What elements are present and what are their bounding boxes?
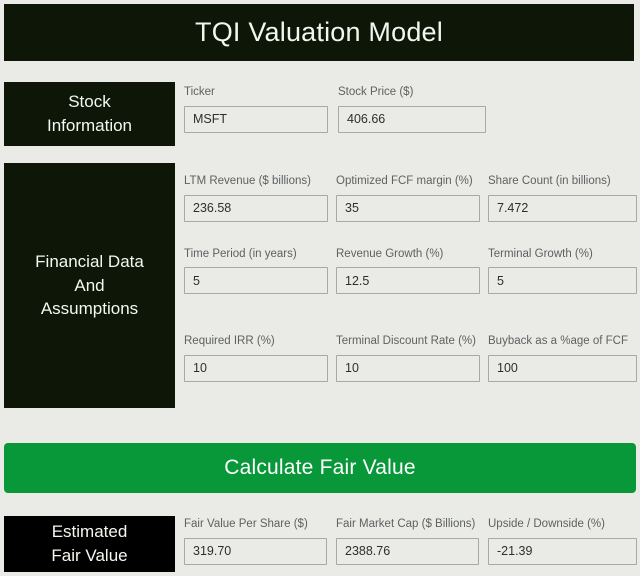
field-label-fair-value-per-share: Fair Value Per Share ($) bbox=[184, 518, 308, 530]
field-label-fair-market-cap: Fair Market Cap ($ Billions) bbox=[336, 518, 476, 530]
stock-price-input[interactable] bbox=[338, 105, 486, 133]
field-row: Ticker Stock Price ($) bbox=[184, 86, 636, 133]
financial-label-line-2: And bbox=[74, 275, 105, 295]
ticker-input[interactable] bbox=[184, 105, 328, 133]
field-optimized-fcf-margin: Optimized FCF margin (%) bbox=[336, 175, 480, 222]
revenue-growth-input[interactable] bbox=[336, 267, 480, 295]
share-count-input[interactable] bbox=[488, 194, 637, 222]
field-required-irr: Required IRR (%) bbox=[184, 335, 328, 382]
section-label-text: Estimated Fair Value bbox=[51, 520, 127, 568]
field-fair-market-cap: Fair Market Cap ($ Billions) bbox=[336, 518, 479, 565]
field-buyback-percentage: Buyback as a %age of FCF bbox=[488, 335, 637, 382]
section-label-estimated-fair-value: Estimated Fair Value bbox=[4, 516, 175, 572]
app-header: TQI Valuation Model bbox=[4, 4, 634, 61]
stock-label-line-1: Stock bbox=[68, 92, 111, 112]
page-title: TQI Valuation Model bbox=[195, 17, 443, 47]
field-row: Required IRR (%) Terminal Discount Rate … bbox=[184, 335, 637, 382]
fair-market-cap-output[interactable] bbox=[336, 537, 479, 565]
field-label-stock-price: Stock Price ($) bbox=[338, 86, 414, 98]
field-fair-value-per-share: Fair Value Per Share ($) bbox=[184, 518, 327, 565]
calculate-fair-value-button[interactable]: Calculate Fair Value bbox=[4, 443, 636, 493]
upside-downside-output[interactable] bbox=[488, 537, 637, 565]
section-label-text: Financial Data And Assumptions bbox=[35, 250, 144, 321]
fair-value-per-share-output[interactable] bbox=[184, 537, 327, 565]
field-row: LTM Revenue ($ billions) Optimized FCF m… bbox=[184, 175, 637, 222]
field-label-ticker: Ticker bbox=[184, 86, 215, 98]
required-irr-input[interactable] bbox=[184, 354, 328, 382]
field-time-period: Time Period (in years) bbox=[184, 248, 328, 295]
financial-label-line-3: Assumptions bbox=[40, 299, 139, 319]
field-terminal-discount-rate: Terminal Discount Rate (%) bbox=[336, 335, 480, 382]
stock-information-fields: Ticker Stock Price ($) bbox=[184, 86, 636, 133]
financial-data-fields: LTM Revenue ($ billions) Optimized FCF m… bbox=[184, 175, 637, 382]
buyback-percentage-input[interactable] bbox=[488, 354, 637, 382]
field-share-count: Share Count (in billions) bbox=[488, 175, 637, 222]
field-revenue-growth: Revenue Growth (%) bbox=[336, 248, 480, 295]
field-label-terminal-growth: Terminal Growth (%) bbox=[488, 247, 593, 260]
section-label-text: Stock Information bbox=[47, 90, 132, 138]
estimated-fair-value-fields: Fair Value Per Share ($) Fair Market Cap… bbox=[184, 518, 637, 565]
field-label-ltm-revenue: LTM Revenue ($ billions) bbox=[184, 175, 311, 187]
section-label-stock-information: Stock Information bbox=[4, 82, 175, 146]
time-period-input[interactable] bbox=[184, 267, 328, 295]
field-label-time-period: Time Period (in years) bbox=[184, 247, 297, 260]
field-ltm-revenue: LTM Revenue ($ billions) bbox=[184, 175, 328, 222]
field-label-revenue-growth: Revenue Growth (%) bbox=[336, 247, 444, 260]
field-ticker: Ticker bbox=[184, 86, 328, 133]
financial-label-line-1: Financial Data bbox=[35, 251, 144, 271]
field-row: Fair Value Per Share ($) Fair Market Cap… bbox=[184, 518, 637, 565]
row-spacer bbox=[184, 222, 637, 248]
field-stock-price: Stock Price ($) bbox=[338, 86, 486, 133]
field-label-upside-downside: Upside / Downside (%) bbox=[488, 518, 605, 530]
field-terminal-growth: Terminal Growth (%) bbox=[488, 248, 637, 295]
field-label-required-irr: Required IRR (%) bbox=[184, 335, 275, 348]
field-row: Time Period (in years) Revenue Growth (%… bbox=[184, 248, 637, 295]
optimized-fcf-margin-input[interactable] bbox=[336, 194, 480, 222]
field-label-optimized-fcf-margin: Optimized FCF margin (%) bbox=[336, 175, 473, 187]
terminal-discount-rate-input[interactable] bbox=[336, 354, 480, 382]
section-label-financial-data: Financial Data And Assumptions bbox=[4, 163, 175, 408]
field-label-buyback-percentage: Buyback as a %age of FCF bbox=[488, 335, 628, 348]
field-upside-downside: Upside / Downside (%) bbox=[488, 518, 637, 565]
stock-label-line-2: Information bbox=[46, 116, 133, 135]
ltm-revenue-input[interactable] bbox=[184, 194, 328, 222]
field-label-terminal-discount-rate: Terminal Discount Rate (%) bbox=[336, 335, 476, 348]
estimate-label-line-2: Fair Value bbox=[51, 546, 128, 565]
terminal-growth-input[interactable] bbox=[488, 267, 637, 295]
row-spacer bbox=[184, 294, 637, 335]
estimate-label-line-1: Estimated bbox=[51, 522, 128, 542]
field-label-share-count: Share Count (in billions) bbox=[488, 175, 611, 187]
